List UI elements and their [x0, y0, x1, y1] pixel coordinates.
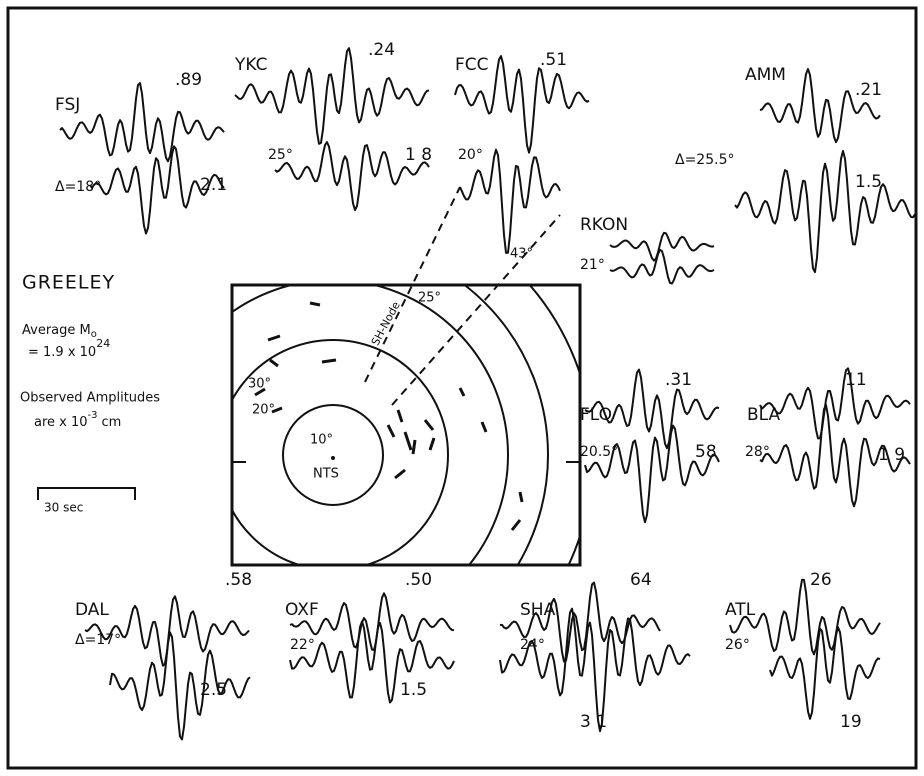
trace: [729, 578, 881, 656]
distance: 26°: [725, 637, 750, 653]
synthetic-amplitude: 3 1: [580, 712, 607, 732]
synthetic-amplitude: 1 8: [405, 145, 432, 165]
observed-amplitude: .51: [540, 50, 567, 70]
synthetic-amplitude: 2.5: [200, 680, 227, 700]
trace: [459, 148, 561, 254]
observed-amplitude: .50: [405, 570, 432, 590]
trace: [734, 150, 916, 274]
map-label: 30°: [248, 377, 271, 392]
distance: 21°: [580, 257, 605, 273]
station-name: RKON: [580, 215, 628, 235]
station-name: YKC: [234, 55, 267, 75]
station-name: BLA: [747, 405, 781, 425]
observed-amplitude: .89: [175, 70, 202, 90]
trace: [759, 68, 881, 144]
trace: [289, 592, 455, 652]
synthetic-amplitude: 1.5: [400, 680, 427, 700]
ray: [364, 186, 561, 406]
distance: 22°: [290, 637, 315, 653]
distance: 25°: [268, 147, 293, 163]
moment-value: = 1.9 x 1024: [28, 337, 110, 360]
distance: 24°: [520, 637, 545, 653]
observed-amplitude: 26: [810, 570, 832, 590]
trace: [109, 631, 251, 741]
observed-amplitude: 64: [630, 570, 652, 590]
synthetic-amplitude: 1.5: [855, 172, 882, 192]
station-name: FSJ: [55, 95, 80, 115]
trace: [499, 607, 691, 733]
station-name: SHA: [520, 600, 556, 620]
amplitude-note: are x 10-3 cm: [34, 410, 121, 430]
trace: [584, 424, 720, 524]
distance: Δ=25.5°: [675, 152, 734, 168]
takeoff-label: 43°: [510, 247, 533, 262]
frame: [6, 6, 918, 770]
trace: [499, 581, 661, 663]
scale-label: 30 sec: [44, 501, 83, 515]
amplitude-note: Observed Amplitudes: [20, 391, 160, 406]
synthetic-amplitude: 19: [840, 712, 862, 732]
map: 10° NTS 20° 30° SH-Node: [230, 283, 582, 567]
synthetic-amplitude: 58: [695, 442, 717, 462]
moment-label: Average Mo: [22, 323, 97, 341]
distance: Δ=18°: [55, 179, 101, 195]
trace: [609, 248, 715, 285]
trace: [234, 47, 430, 145]
trace: [289, 620, 455, 704]
trace: [769, 626, 881, 720]
trace: [274, 141, 430, 212]
trace: [59, 82, 225, 163]
distance: Δ=17°: [75, 632, 121, 648]
station-name: AMM: [745, 65, 786, 85]
trace: [759, 367, 911, 440]
trace: [89, 145, 225, 235]
trace: [609, 231, 715, 262]
trace: [759, 404, 911, 508]
station-name: ATL: [725, 600, 756, 620]
synthetic-amplitude: 2.1: [200, 175, 227, 195]
map-label: NTS: [313, 467, 339, 482]
distance: 28°: [745, 444, 770, 460]
distance: 20°: [458, 147, 483, 163]
station-name: OXF: [285, 600, 319, 620]
trace: [454, 55, 590, 154]
figure-title: GREELEY: [22, 272, 115, 294]
station-name: FLO: [580, 405, 612, 425]
station-name: FCC: [455, 55, 489, 75]
station-name: DAL: [75, 600, 109, 620]
map-label: 10°: [310, 433, 333, 448]
takeoff-label: 25°: [418, 291, 441, 306]
scale-bar: [37, 487, 136, 500]
trace: [584, 368, 720, 450]
observed-amplitude: 11: [845, 370, 867, 390]
observed-amplitude: .21: [855, 80, 882, 100]
observed-amplitude: .24: [368, 40, 395, 60]
synthetic-amplitude: 1 9: [878, 445, 905, 465]
observed-amplitude: .58: [225, 570, 252, 590]
distance: 20.5°: [580, 444, 618, 460]
observed-amplitude: .31: [665, 370, 692, 390]
map-label: 20°: [252, 403, 275, 418]
